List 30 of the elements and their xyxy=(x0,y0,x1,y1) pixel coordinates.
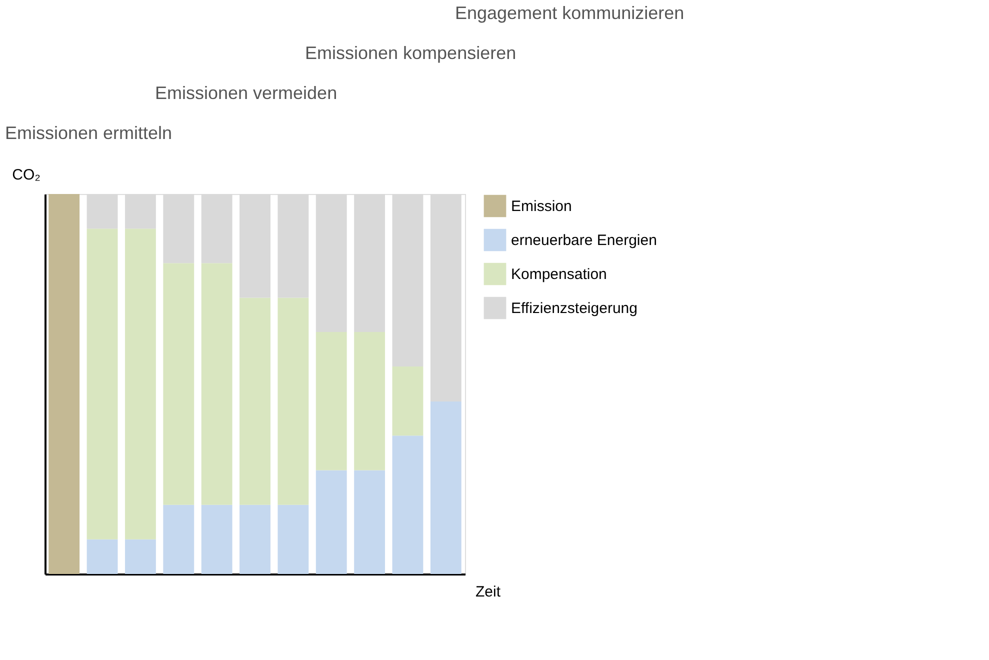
bar xyxy=(392,436,424,574)
bar xyxy=(240,298,270,505)
bar xyxy=(163,504,194,574)
text: Emissionen ermitteln xyxy=(5,123,172,143)
bar xyxy=(316,470,347,574)
legend-label: erneuerbare Energien xyxy=(511,232,657,249)
bar xyxy=(240,504,270,574)
bar xyxy=(124,228,156,540)
bar xyxy=(86,228,118,540)
bar xyxy=(201,504,232,574)
bar xyxy=(354,470,386,574)
legend-label: Emission xyxy=(511,198,572,215)
bar xyxy=(48,194,80,574)
bar xyxy=(430,401,462,574)
text: Emissionen vermeiden xyxy=(155,83,338,103)
text: Engagement kommunizieren xyxy=(455,3,684,23)
bar xyxy=(163,263,194,505)
bar xyxy=(86,539,118,574)
bar xyxy=(392,366,424,436)
legend-label: Kompensation xyxy=(511,266,607,283)
bar xyxy=(354,332,386,470)
bar xyxy=(124,539,156,574)
bar xyxy=(278,298,309,505)
legend-label: Effizienzsteigerung xyxy=(511,300,638,317)
x-axis-title: Zeit xyxy=(476,584,502,600)
bar xyxy=(278,504,309,574)
bar xyxy=(201,263,232,505)
bar xyxy=(316,332,347,470)
y-axis-title: CO₂ xyxy=(12,166,41,184)
text: Emissionen kompensieren xyxy=(305,43,516,63)
